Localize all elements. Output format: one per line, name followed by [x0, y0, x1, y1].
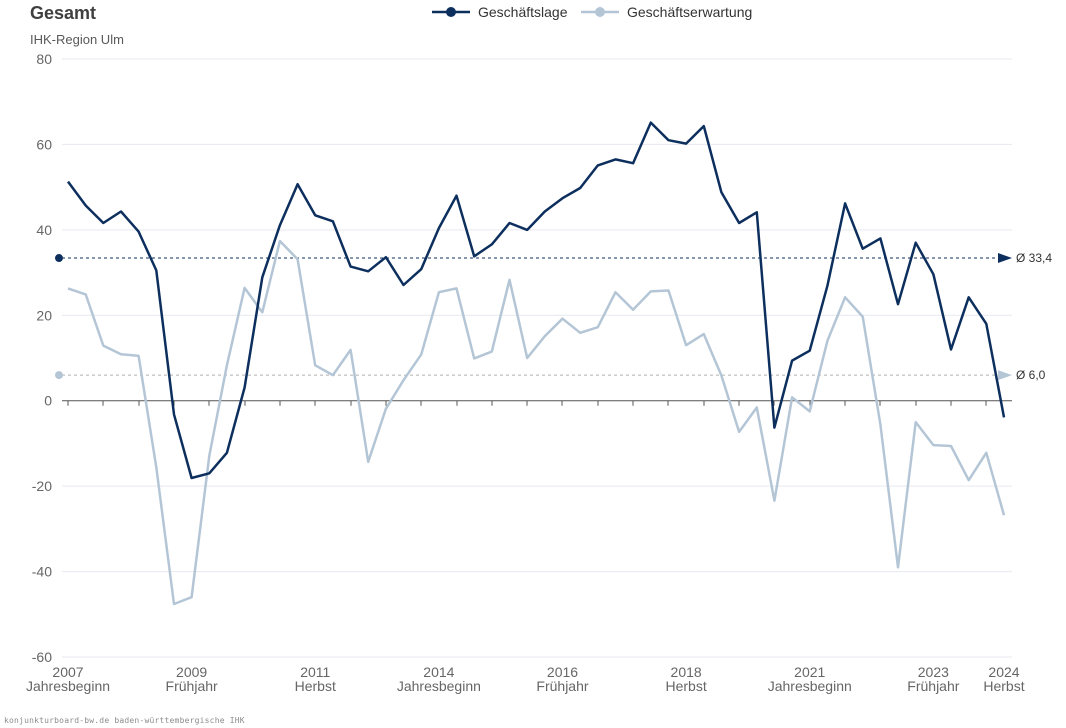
y-tick-label: -40 [32, 564, 52, 580]
x-tick-year: 2016 [547, 664, 578, 680]
x-tick-season: Herbst [983, 678, 1024, 694]
x-tick-year: 2014 [423, 664, 454, 680]
y-tick-label: 0 [44, 393, 52, 409]
legend-label-lage: Geschäftslage [478, 4, 568, 20]
average-label: Ø 33,4 [1016, 251, 1052, 265]
y-tick-label: 80 [36, 51, 52, 67]
x-tick-year: 2011 [300, 664, 330, 680]
legend-item-lage[interactable]: Geschäftslage [432, 4, 568, 20]
x-tick-season: Frühjahr [536, 678, 588, 694]
x-tick-season: Herbst [665, 678, 706, 694]
y-tick-label: 20 [36, 307, 52, 323]
x-tick-year: 2024 [988, 664, 1019, 680]
y-tick-label: -20 [32, 478, 52, 494]
series-line-geschaeftserwartung [67, 239, 1006, 606]
x-tick-year: 2009 [176, 664, 207, 680]
y-tick-label: -60 [32, 649, 52, 665]
x-tick-year: 2007 [52, 664, 83, 680]
x-tick-season: Frühjahr [166, 678, 218, 694]
chart-subtitle: IHK-Region Ulm [30, 32, 124, 47]
x-tick-year: 2018 [671, 664, 702, 680]
average-arrow-icon [998, 253, 1012, 264]
y-tick-label: 60 [36, 136, 52, 152]
chart-title: Gesamt [30, 3, 97, 23]
average-marker [55, 254, 63, 263]
x-tick-season: Jahresbeginn [26, 678, 110, 694]
x-tick-season: Frühjahr [907, 678, 959, 694]
average-arrow-icon [998, 370, 1012, 381]
series-line-geschaeftslage [66, 121, 1006, 480]
legend[interactable]: Geschäftslage Geschäftserwartung [432, 4, 752, 20]
average-label: Ø 6,0 [1016, 368, 1046, 382]
x-tick-year: 2021 [794, 664, 825, 680]
average-marker [55, 371, 63, 380]
x-tick-season: Jahresbeginn [397, 678, 481, 694]
footer-source: konjunkturboard-bw.de baden-württembergi… [4, 716, 245, 725]
legend-item-erwartung[interactable]: Geschäftserwartung [581, 4, 752, 20]
x-tick-year: 2023 [918, 664, 949, 680]
x-tick-season: Herbst [295, 678, 336, 694]
x-tick-season: Jahresbeginn [768, 678, 852, 694]
legend-label-erwartung: Geschäftserwartung [627, 4, 752, 20]
y-tick-label: 40 [36, 222, 52, 238]
